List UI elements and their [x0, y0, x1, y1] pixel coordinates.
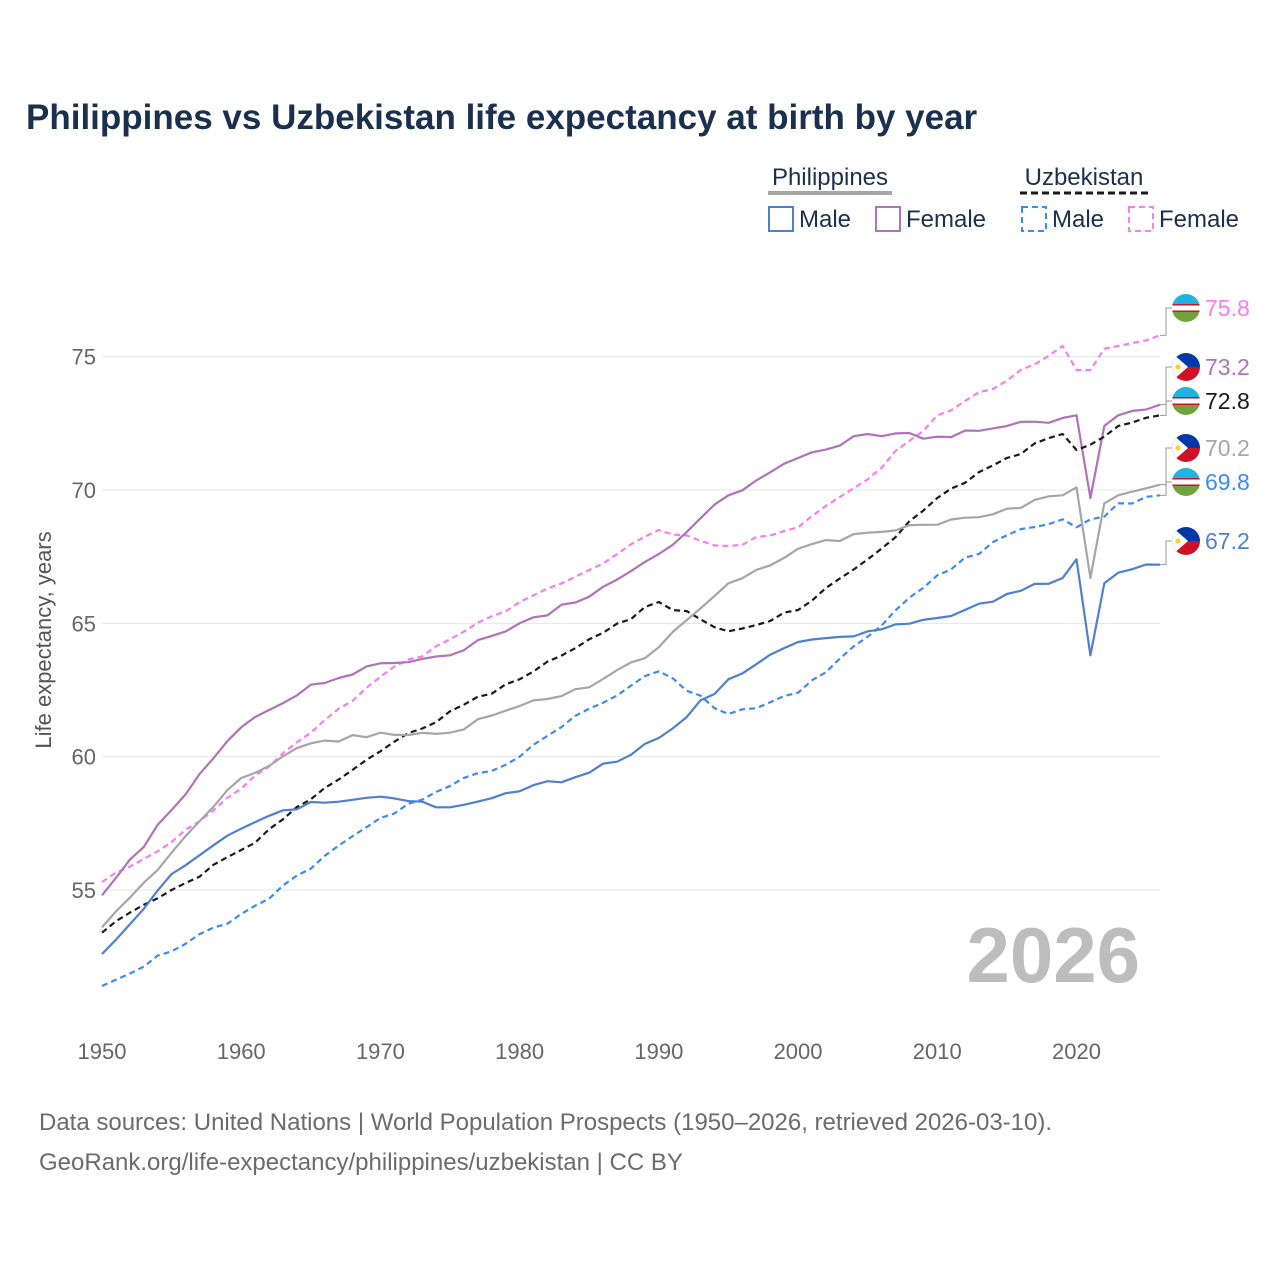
legend-philippines-heading: Philippines [772, 164, 888, 191]
legend-ph-female-swatch [875, 206, 901, 232]
series-line-uz-female [101, 334, 1161, 883]
legend-uz-female-label: Female [1159, 206, 1239, 233]
y-tick-label: 55 [72, 878, 96, 903]
legend: Philippines Uzbekistan Male Female Male … [768, 164, 1239, 233]
y-tick-labels: 55 60 65 70 75 [72, 345, 96, 903]
series-line-uz-male [101, 494, 1161, 988]
x-tick-label: 1960 [217, 1039, 266, 1064]
legend-ph-male-swatch [768, 206, 794, 232]
series-lines [101, 334, 1161, 988]
legend-uz-male-swatch [1021, 206, 1047, 232]
label-connector [1160, 307, 1172, 336]
y-tick-label: 70 [72, 478, 96, 503]
legend-ph-female-label: Female [906, 206, 986, 233]
label-connector [1160, 400, 1172, 416]
philippines-flag-icon [1172, 434, 1200, 462]
end-label-uz-female: 75.8 [1205, 295, 1250, 321]
y-axis-label: Life expectancy, years [31, 531, 56, 748]
legend-uz-female-swatch [1128, 206, 1154, 232]
uzbekistan-flag-icon [1172, 387, 1200, 415]
x-tick-labels: 1950 1960 1970 1980 1990 2000 2010 2020 [78, 1039, 1101, 1064]
series-line-ph-male [101, 558, 1161, 955]
y-tick-label: 60 [72, 745, 96, 770]
uzbekistan-flag-icon [1172, 294, 1200, 322]
end-label-ph-female: 73.2 [1205, 354, 1250, 380]
x-tick-label: 1990 [634, 1039, 683, 1064]
end-label-ph-total: 70.2 [1205, 435, 1250, 461]
legend-uzbekistan-heading: Uzbekistan [1025, 164, 1144, 191]
philippines-flag-icon [1172, 527, 1200, 555]
source-line-2: GeoRank.org/life-expectancy/philippines/… [39, 1149, 683, 1176]
end-labels: 75.8 73.2 72.8 70.2 69.8 67.2 [1160, 294, 1250, 566]
chart-title: Philippines vs Uzbekistan life expectanc… [26, 98, 978, 137]
philippines-flag-icon [1172, 353, 1200, 381]
end-label-ph-male: 67.2 [1205, 528, 1250, 554]
source-line-1: Data sources: United Nations | World Pop… [39, 1109, 1052, 1136]
x-tick-label: 1950 [78, 1039, 127, 1064]
y-tick-label: 75 [72, 345, 96, 370]
label-connector [1160, 366, 1172, 406]
end-label-uz-male: 69.8 [1205, 469, 1250, 495]
legend-ph-male-label: Male [799, 206, 851, 233]
end-label-uz-total: 72.8 [1205, 388, 1250, 414]
x-tick-label: 2010 [913, 1039, 962, 1064]
label-connector [1160, 540, 1172, 566]
legend-uz-male-label: Male [1052, 206, 1104, 233]
label-connector [1160, 481, 1172, 496]
uzbekistan-flag-icon [1172, 468, 1200, 496]
x-tick-label: 2020 [1052, 1039, 1101, 1064]
series-line-uz-total [101, 414, 1161, 934]
label-connector [1160, 447, 1172, 486]
x-tick-label: 2000 [774, 1039, 823, 1064]
y-tick-label: 65 [72, 611, 96, 636]
x-tick-label: 1980 [495, 1039, 544, 1064]
series-line-ph-female [101, 403, 1161, 896]
current-year-label: 2026 [966, 911, 1140, 999]
grid [102, 356, 1160, 891]
x-tick-label: 1970 [356, 1039, 405, 1064]
series-line-ph-total [101, 483, 1161, 929]
